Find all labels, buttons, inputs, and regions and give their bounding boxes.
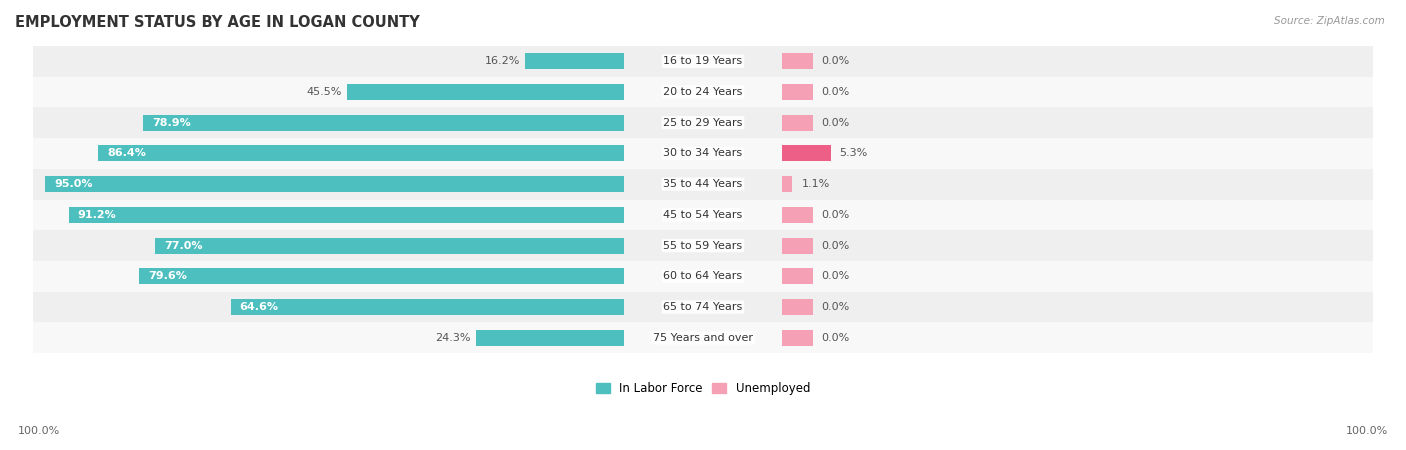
Bar (98, 145, 624, 162)
Bar (782, 207, 813, 223)
Text: 0.0%: 0.0% (821, 241, 851, 251)
Bar (782, 299, 813, 315)
Text: 1.1%: 1.1% (801, 179, 830, 189)
Text: 0.0%: 0.0% (821, 302, 851, 312)
Text: 78.9%: 78.9% (153, 117, 191, 128)
Bar (231, 299, 624, 315)
Text: 0.0%: 0.0% (821, 271, 851, 281)
Text: 75 Years and over: 75 Years and over (652, 333, 754, 343)
Text: 0.0%: 0.0% (821, 87, 851, 97)
Bar (34, 292, 1372, 323)
Bar (782, 115, 813, 130)
Bar (782, 268, 813, 284)
Text: 0.0%: 0.0% (821, 333, 851, 343)
Text: 0.0%: 0.0% (821, 210, 851, 220)
Bar (143, 115, 624, 130)
Text: 55 to 59 Years: 55 to 59 Years (664, 241, 742, 251)
Text: 60 to 64 Years: 60 to 64 Years (664, 271, 742, 281)
Bar (155, 238, 624, 254)
Bar (782, 84, 813, 100)
Bar (347, 84, 624, 100)
Text: 86.4%: 86.4% (107, 148, 146, 158)
Text: 25 to 29 Years: 25 to 29 Years (664, 117, 742, 128)
Bar (34, 46, 1372, 76)
Text: 100.0%: 100.0% (18, 427, 60, 436)
Text: 30 to 34 Years: 30 to 34 Years (664, 148, 742, 158)
Bar (139, 268, 624, 284)
Text: 91.2%: 91.2% (77, 210, 117, 220)
Bar (526, 53, 624, 69)
Bar (782, 53, 813, 69)
Bar (782, 176, 792, 192)
Bar (34, 138, 1372, 169)
Bar (34, 199, 1372, 230)
Bar (782, 145, 831, 162)
Text: EMPLOYMENT STATUS BY AGE IN LOGAN COUNTY: EMPLOYMENT STATUS BY AGE IN LOGAN COUNTY (15, 15, 420, 30)
Bar (34, 230, 1372, 261)
Bar (69, 207, 624, 223)
Text: 5.3%: 5.3% (839, 148, 868, 158)
Text: 24.3%: 24.3% (436, 333, 471, 343)
Bar (34, 76, 1372, 107)
Text: 77.0%: 77.0% (165, 241, 202, 251)
Bar (34, 107, 1372, 138)
Text: 64.6%: 64.6% (239, 302, 278, 312)
Text: 79.6%: 79.6% (149, 271, 187, 281)
Text: Source: ZipAtlas.com: Source: ZipAtlas.com (1274, 16, 1385, 26)
Text: 45.5%: 45.5% (307, 87, 342, 97)
Text: 0.0%: 0.0% (821, 117, 851, 128)
Text: 45 to 54 Years: 45 to 54 Years (664, 210, 742, 220)
Text: 35 to 44 Years: 35 to 44 Years (664, 179, 742, 189)
Text: 65 to 74 Years: 65 to 74 Years (664, 302, 742, 312)
Bar (34, 261, 1372, 292)
Bar (45, 176, 624, 192)
Bar (34, 323, 1372, 353)
Text: 95.0%: 95.0% (55, 179, 93, 189)
Legend: In Labor Force, Unemployed: In Labor Force, Unemployed (591, 378, 815, 400)
Bar (475, 330, 624, 346)
Text: 0.0%: 0.0% (821, 56, 851, 66)
Bar (782, 330, 813, 346)
Text: 16.2%: 16.2% (485, 56, 520, 66)
Text: 20 to 24 Years: 20 to 24 Years (664, 87, 742, 97)
Text: 100.0%: 100.0% (1346, 427, 1388, 436)
Bar (782, 238, 813, 254)
Bar (34, 169, 1372, 199)
Text: 16 to 19 Years: 16 to 19 Years (664, 56, 742, 66)
